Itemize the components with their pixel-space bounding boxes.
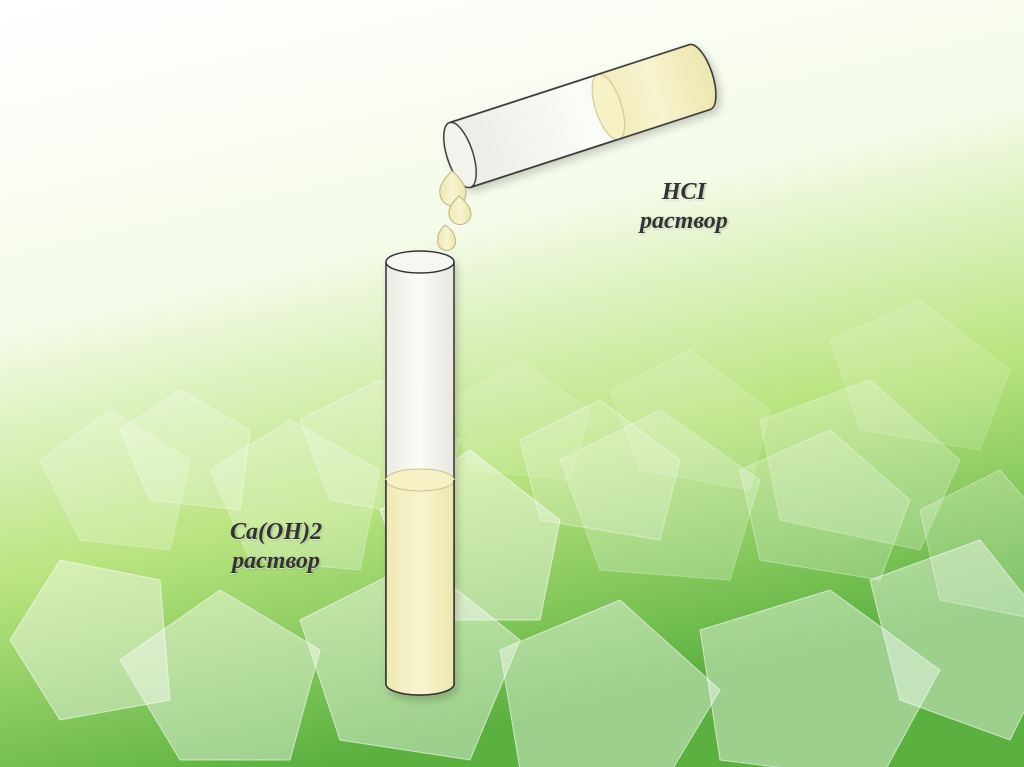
- vertical-test-tube: [386, 251, 454, 695]
- tilted-test-tube: [437, 41, 722, 192]
- label-upper: HCI раствор: [640, 178, 728, 236]
- slide-stage: HCI раствор Ca(OH)2 раствор: [0, 0, 1024, 767]
- label-lower: Ca(OH)2 раствор: [230, 518, 322, 576]
- chemistry-diagram: [0, 0, 1024, 767]
